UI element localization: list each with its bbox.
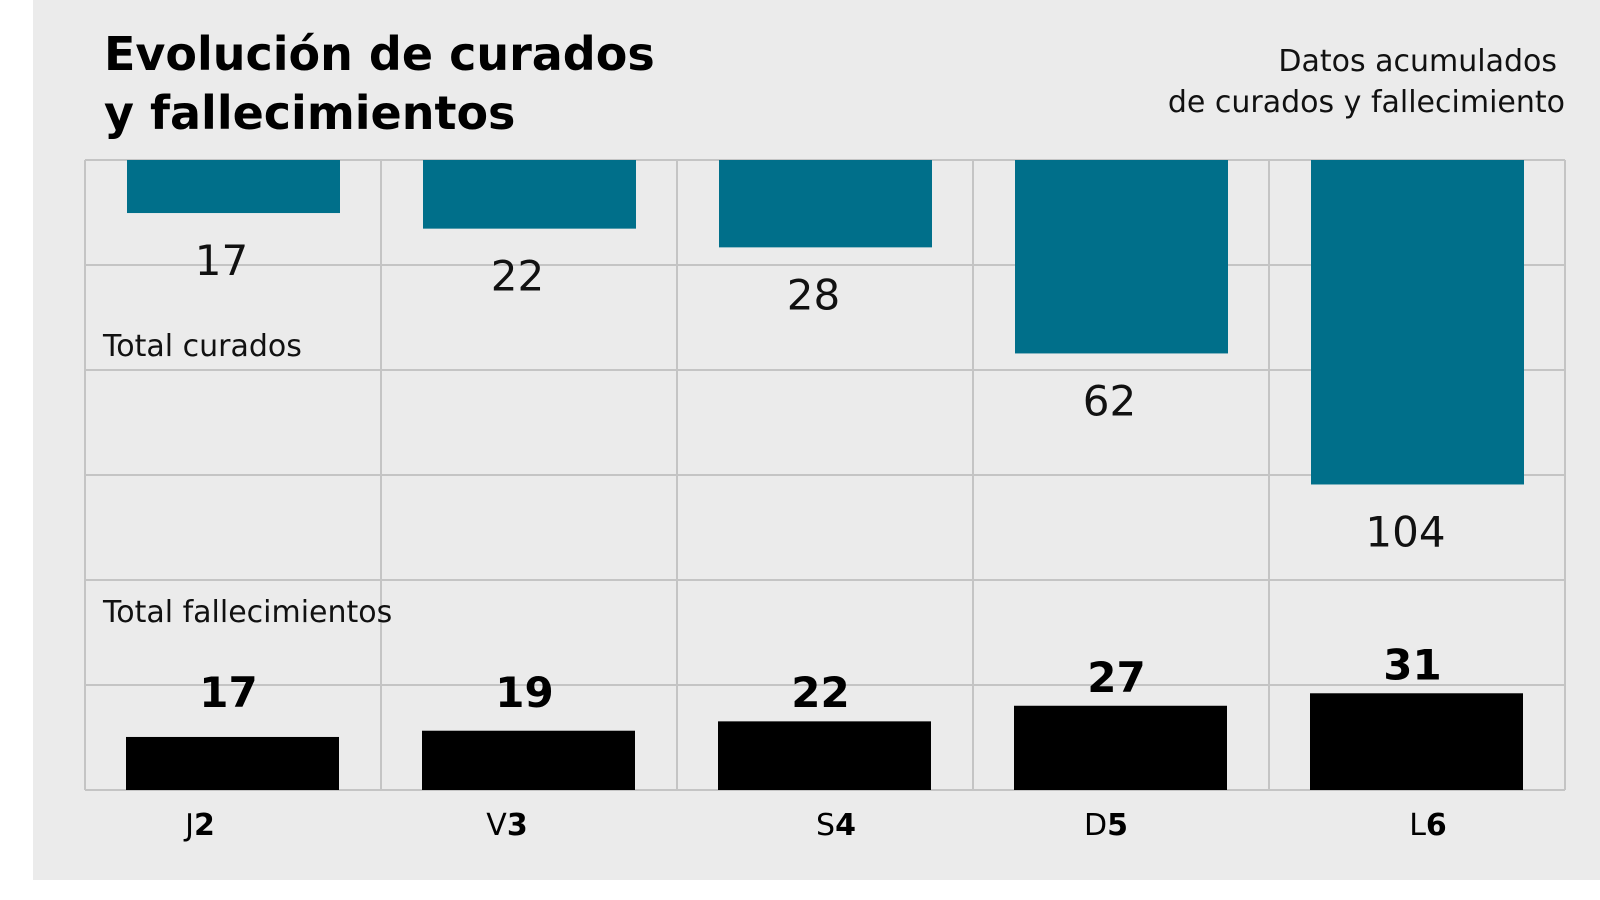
chart-subtitle-line-1: Datos acumulados <box>1278 44 1557 79</box>
chart-title-line-1: Evolución de curados <box>104 27 655 81</box>
bar-fallecimientos <box>126 736 339 790</box>
bar-fallecimientos <box>1310 693 1523 790</box>
bars <box>126 160 1524 790</box>
label-curados: 62 <box>1083 376 1136 425</box>
x-tick-label: D5 <box>1084 808 1128 843</box>
bar-curados <box>423 160 636 229</box>
x-tick-label: J2 <box>183 808 215 843</box>
chart-subtitle-line-2: de curados y fallecimiento <box>1168 85 1565 120</box>
label-curados: 17 <box>195 236 248 285</box>
x-tick-label: S4 <box>816 808 856 843</box>
label-curados: 104 <box>1365 507 1445 556</box>
bar-fallecimientos <box>422 730 635 790</box>
bar-fallecimientos <box>1014 705 1227 790</box>
label-fallecimientos: 27 <box>1087 653 1145 702</box>
bar-curados <box>127 160 340 214</box>
series-label-curados: Total curados <box>102 329 302 364</box>
bar-curados <box>1311 160 1524 485</box>
bar-curados <box>719 160 932 248</box>
x-tick-label: V3 <box>486 808 527 843</box>
label-curados: 28 <box>787 270 840 319</box>
label-fallecimientos: 31 <box>1383 640 1441 689</box>
series-label-fallecimientos: Total fallecimientos <box>102 595 392 630</box>
label-fallecimientos: 19 <box>495 668 553 717</box>
label-fallecimientos: 22 <box>791 668 849 717</box>
bar-fallecimientos <box>718 721 931 790</box>
label-fallecimientos: 17 <box>199 668 257 717</box>
chart-title-line-2: y fallecimientos <box>104 86 515 140</box>
label-curados: 22 <box>491 252 544 301</box>
x-tick-label: L6 <box>1409 808 1447 843</box>
bar-curados <box>1015 160 1228 354</box>
